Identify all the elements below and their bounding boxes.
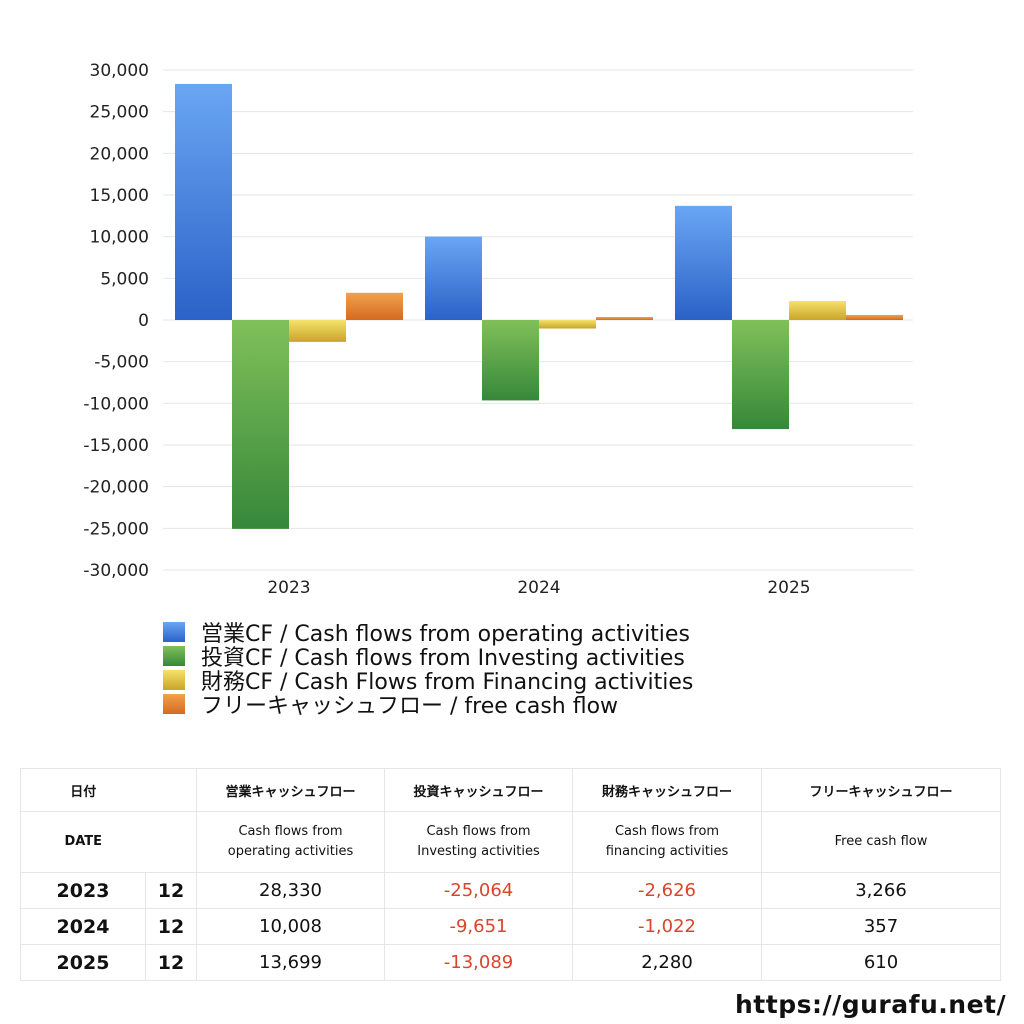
cell-free-cash-flow: 3,266: [761, 872, 1001, 909]
row-year: 2024: [20, 908, 146, 945]
y-tick-label: 10,000: [90, 228, 149, 248]
table-header-en: DATE Cash flows from operating activitie…: [20, 811, 1001, 873]
bar-investing-2024: [482, 320, 539, 401]
legend-label-free-cash-flow: フリーキャッシュフロー / free cash flow: [201, 694, 619, 719]
cell-financing: -1,022: [572, 908, 762, 945]
cell-free-cash-flow: 610: [761, 944, 1001, 981]
legend-swatch-free-cash-flow: [163, 694, 185, 714]
y-tick-label: -25,000: [83, 519, 149, 539]
bar-investing-2023: [232, 320, 289, 529]
bar-operating-2025: [675, 205, 732, 320]
y-tick-label: 25,000: [90, 103, 149, 123]
legend-item-operating: 営業CF / Cash flows from operating activit…: [163, 620, 693, 647]
row-year: 2025: [20, 944, 146, 981]
x-tick-label: 2024: [517, 578, 560, 598]
cell-investing: -13,089: [384, 944, 573, 981]
header-financing-jp: 財務キャッシュフロー: [572, 768, 762, 812]
cell-investing: -9,651: [384, 908, 573, 945]
bar-free-cash-flow-2024: [596, 317, 653, 320]
bars: [175, 83, 903, 529]
row-month: 12: [145, 908, 197, 945]
bar-financing-2025: [789, 301, 846, 320]
header-date-en: DATE: [20, 811, 146, 873]
x-axis-tick-labels: 2023 2024 2025: [267, 578, 810, 598]
legend-label-investing: 投資CF / Cash flows from Investing activit…: [201, 646, 685, 671]
legend-swatch-operating: [163, 622, 185, 642]
header-operating-jp: 営業キャッシュフロー: [196, 768, 385, 812]
bar-free-cash-flow-2023: [346, 292, 403, 320]
legend-item-financing: 財務CF / Cash Flows from Financing activit…: [163, 668, 693, 695]
bar-investing-2025: [732, 320, 789, 430]
row-month: 12: [145, 944, 197, 981]
legend-item-free-cash-flow: フリーキャッシュフロー / free cash flow: [163, 692, 693, 719]
table-row: 2024 12 10,008 -9,651 -1,022 357: [20, 908, 1001, 945]
bar-operating-2024: [425, 236, 482, 320]
y-tick-label: -30,000: [83, 561, 149, 581]
header-operating-en: Cash flows from operating activities: [196, 811, 385, 873]
table-header-jp: 日付 営業キャッシュフロー 投資キャッシュフロー 財務キャッシュフロー フリーキ…: [20, 768, 1001, 812]
y-tick-label: 30,000: [90, 61, 149, 81]
cell-operating: 10,008: [196, 908, 385, 945]
y-tick-label: -20,000: [83, 478, 149, 498]
header-investing-en: Cash flows from Investing activities: [384, 811, 573, 873]
bar-financing-2023: [289, 320, 346, 342]
header-month-jp: [145, 768, 197, 812]
y-tick-label: -5,000: [94, 353, 149, 373]
table-row: 2025 12 13,699 -13,089 2,280 610: [20, 944, 1001, 981]
bar-free-cash-flow-2025: [846, 314, 903, 320]
row-month: 12: [145, 872, 197, 909]
legend-label-operating: 営業CF / Cash flows from operating activit…: [201, 622, 690, 647]
header-free-cash-flow-jp: フリーキャッシュフロー: [761, 768, 1001, 812]
x-tick-label: 2023: [267, 578, 310, 598]
y-tick-label: 5,000: [100, 269, 149, 289]
header-financing-en: Cash flows from financing activities: [572, 811, 762, 873]
cash-flow-table: 日付 営業キャッシュフロー 投資キャッシュフロー 財務キャッシュフロー フリーキ…: [20, 768, 1001, 981]
y-tick-label: -15,000: [83, 436, 149, 456]
legend-swatch-investing: [163, 646, 185, 666]
table-row: 2023 12 28,330 -25,064 -2,626 3,266: [20, 872, 1001, 909]
cell-operating: 28,330: [196, 872, 385, 909]
y-tick-label: 0: [138, 311, 149, 331]
cell-financing: -2,626: [572, 872, 762, 909]
cash-flow-bar-chart: 30,000 25,000 20,000 15,000 10,000 5,000 0 -5,0…: [83, 61, 913, 598]
y-tick-label: 20,000: [90, 144, 149, 164]
header-free-cash-flow-en: Free cash flow: [761, 811, 1001, 873]
cell-financing: 2,280: [572, 944, 762, 981]
header-investing-jp: 投資キャッシュフロー: [384, 768, 573, 812]
x-tick-label: 2025: [767, 578, 810, 598]
cell-free-cash-flow: 357: [761, 908, 1001, 945]
cell-operating: 13,699: [196, 944, 385, 981]
cell-investing: -25,064: [384, 872, 573, 909]
legend-label-financing: 財務CF / Cash Flows from Financing activit…: [201, 670, 694, 695]
legend-item-investing: 投資CF / Cash flows from Investing activit…: [163, 644, 693, 671]
header-month-en: [145, 811, 197, 873]
row-year: 2023: [20, 872, 146, 909]
chart-legend: 営業CF / Cash flows from operating activit…: [163, 620, 693, 719]
site-url-watermark: https://gurafu.net/: [735, 990, 1007, 1019]
y-tick-label: -10,000: [83, 394, 149, 414]
y-axis-tick-labels: 30,000 25,000 20,000 15,000 10,000 5,000 0 -5,0…: [83, 61, 149, 581]
y-tick-label: 15,000: [90, 186, 149, 206]
header-date-jp: 日付: [20, 768, 146, 812]
legend-swatch-financing: [163, 670, 185, 690]
bar-financing-2024: [539, 320, 596, 329]
bar-operating-2023: [175, 83, 232, 321]
